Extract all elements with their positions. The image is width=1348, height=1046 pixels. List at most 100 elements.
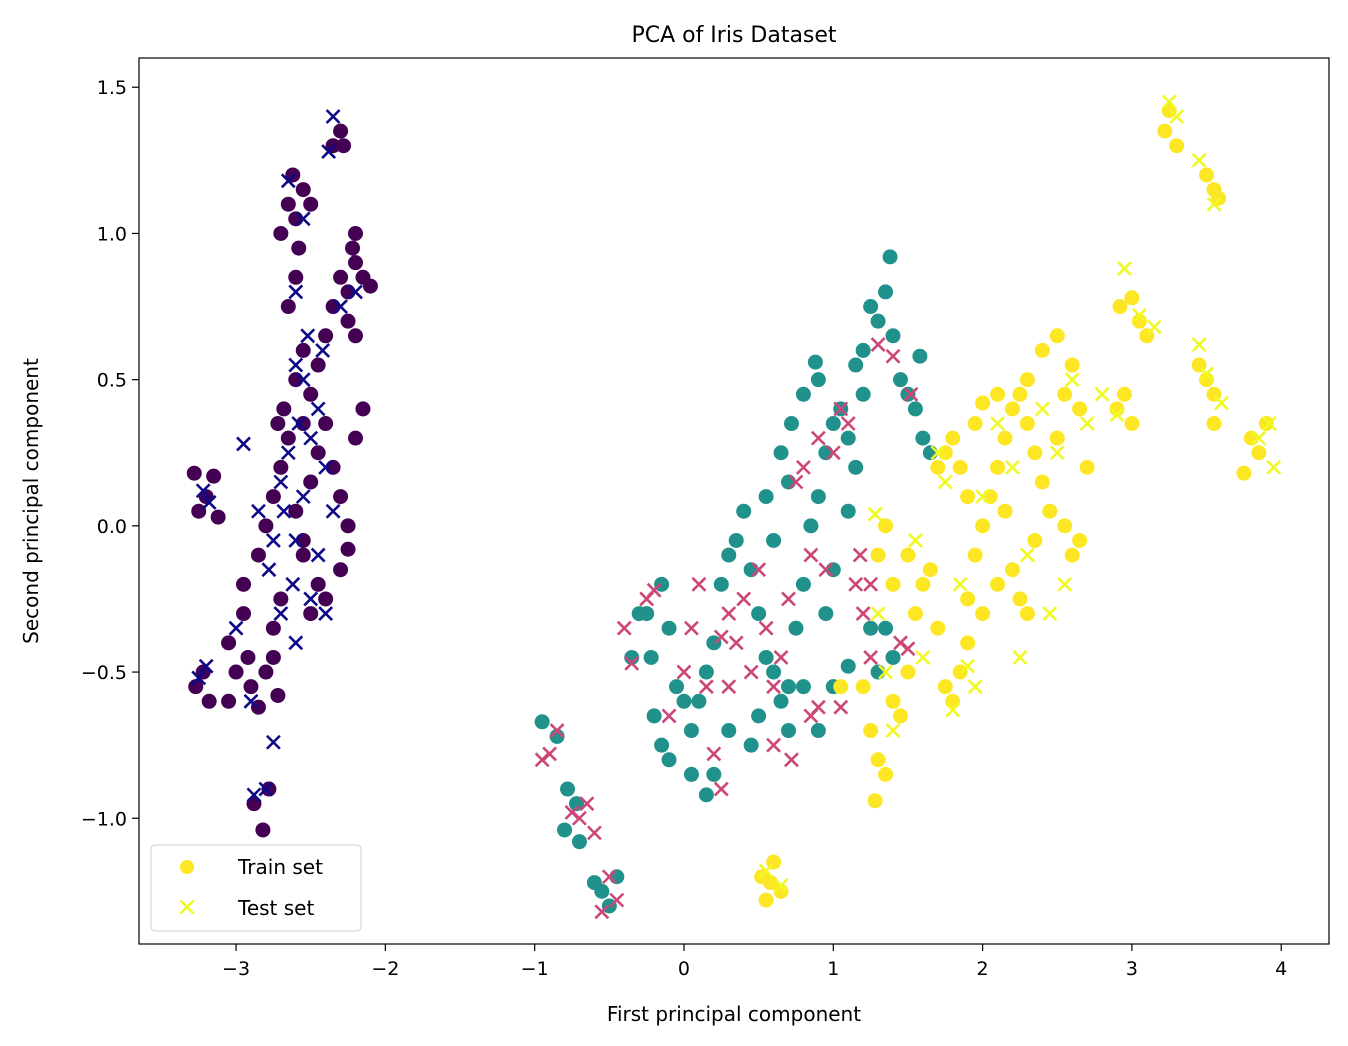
train-point — [1019, 416, 1035, 432]
test-point — [1191, 337, 1207, 352]
test-point — [930, 445, 946, 461]
train-point — [221, 693, 237, 709]
legend: Train set Test set — [150, 844, 362, 932]
train-point — [975, 395, 991, 411]
train-point — [333, 269, 349, 285]
train-point — [340, 284, 356, 300]
test-point — [885, 348, 901, 364]
test-point — [698, 679, 714, 695]
test-point — [288, 533, 304, 548]
test-point — [321, 144, 337, 159]
train-point — [291, 240, 307, 256]
test-point — [878, 664, 893, 680]
test-point — [273, 606, 289, 621]
test-point — [870, 606, 886, 621]
train-point — [1169, 138, 1185, 154]
train-point — [751, 708, 767, 724]
train-point — [892, 372, 908, 388]
train-point — [1019, 372, 1035, 388]
train-point — [803, 518, 819, 534]
test-point — [1169, 109, 1185, 124]
test-point — [907, 533, 923, 548]
train-point — [930, 620, 946, 636]
train-point — [885, 576, 901, 592]
train-point — [1034, 474, 1050, 490]
test-point — [945, 702, 961, 718]
train-point — [228, 664, 244, 680]
test-point — [728, 635, 744, 651]
test-point — [325, 503, 341, 519]
test-point — [1049, 445, 1065, 461]
train-point — [288, 211, 304, 227]
train-point — [900, 386, 916, 402]
train-point — [795, 576, 811, 592]
train-point — [818, 606, 834, 622]
train-point — [960, 489, 976, 505]
x-tick-label: 1 — [827, 958, 839, 980]
train-point — [273, 459, 289, 475]
test-point — [315, 342, 331, 358]
test-point — [766, 737, 781, 753]
test-point — [572, 810, 587, 826]
train-point — [780, 474, 796, 490]
test-point — [870, 337, 886, 352]
test-point — [960, 658, 976, 674]
train-point — [698, 664, 714, 680]
train-point — [922, 445, 938, 461]
test-point — [348, 284, 363, 300]
test-point — [848, 576, 864, 592]
train-point — [975, 518, 991, 534]
test-point — [295, 211, 311, 227]
test-point — [773, 878, 789, 893]
test-point — [1005, 459, 1020, 475]
test-point — [840, 416, 856, 431]
train-point — [1049, 328, 1065, 344]
train-point — [295, 547, 311, 563]
train-point — [975, 606, 991, 622]
train-point — [945, 430, 961, 446]
x-tick-label: 0 — [678, 958, 690, 980]
train-point — [347, 225, 363, 241]
train-point — [325, 299, 341, 315]
train-point — [594, 883, 610, 899]
test-point — [1251, 430, 1267, 446]
x-tick-label: 2 — [977, 958, 989, 980]
train-point — [870, 547, 886, 563]
train-point — [855, 679, 871, 695]
train-point — [758, 892, 774, 908]
train-point — [347, 255, 363, 271]
test-point — [803, 547, 819, 563]
test-point — [967, 679, 983, 695]
train-point — [773, 445, 789, 461]
test-point — [1214, 395, 1229, 411]
test-point — [863, 576, 879, 592]
test-point — [310, 401, 326, 417]
test-point — [810, 430, 826, 446]
train-point — [825, 416, 841, 432]
train-point — [900, 547, 916, 563]
test-point — [1191, 152, 1207, 168]
test-point — [766, 679, 781, 695]
x-axis: −3 −2 −1 0 1 2 3 4 — [222, 944, 1287, 980]
train-point — [1243, 430, 1259, 446]
train-point — [810, 489, 826, 505]
y-axis-label: Second principal component — [19, 358, 43, 644]
train-point — [557, 822, 573, 838]
train-point — [855, 386, 871, 402]
train-point — [295, 342, 311, 358]
train-point — [250, 547, 266, 563]
train-point — [303, 196, 319, 212]
train-point — [840, 503, 856, 519]
train-point — [288, 503, 304, 519]
train-point — [810, 372, 826, 388]
train-point — [1124, 290, 1140, 306]
test-point — [191, 670, 207, 686]
train-point — [878, 620, 894, 636]
train-point — [336, 138, 352, 154]
test-point — [236, 436, 251, 452]
train-point — [721, 723, 737, 739]
test-point — [318, 606, 334, 621]
test-point — [691, 576, 707, 592]
test-point — [542, 746, 558, 762]
